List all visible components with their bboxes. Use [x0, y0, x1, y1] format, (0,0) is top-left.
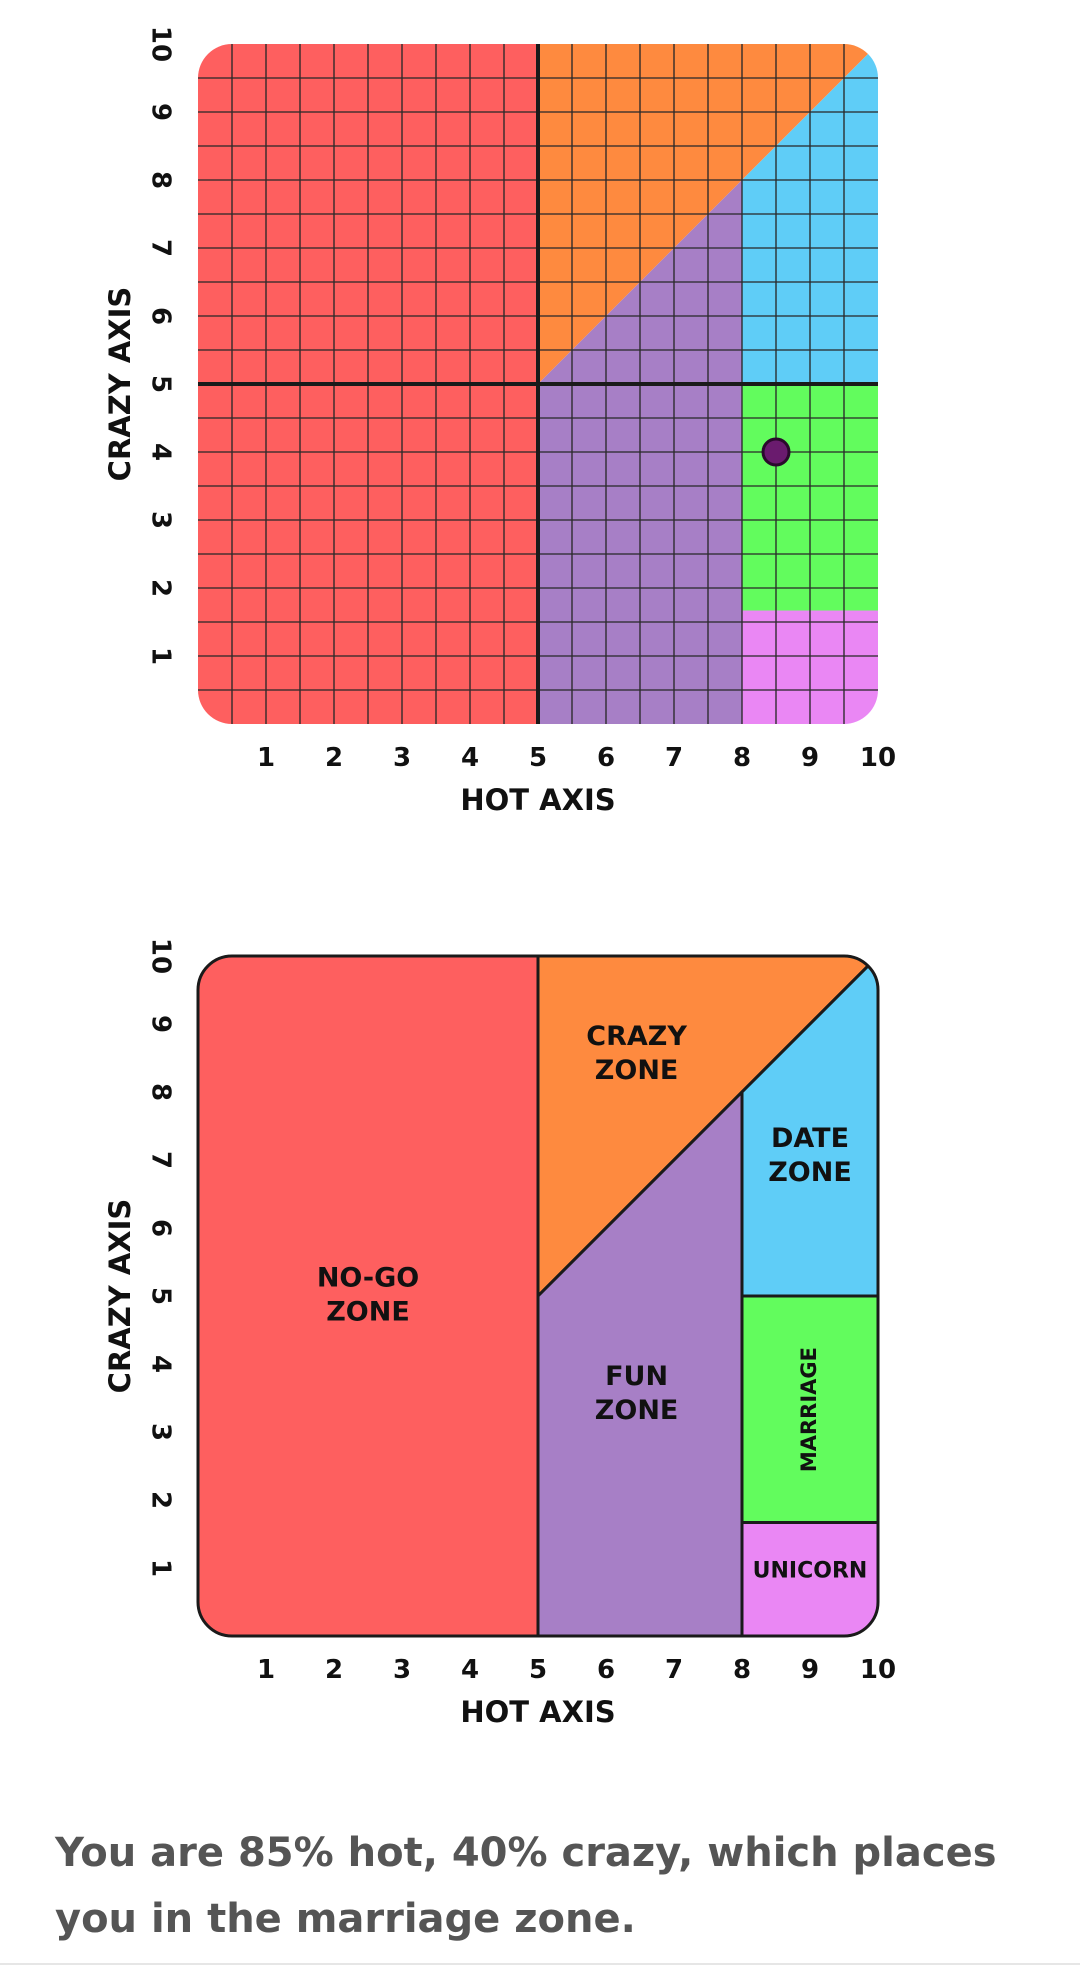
x-tick-label: 10	[860, 743, 896, 773]
crazy-zone-label: CRAZY	[586, 1021, 687, 1052]
x-tick-label: 7	[665, 1655, 683, 1685]
unicorn-zone-label: UNICORN	[753, 1558, 868, 1583]
x-tick-label: 5	[529, 1655, 547, 1685]
grid-chart-svg: 1 2 3 4 5 6 7 8 9 10 1 2 3 4 5 6 7 8 9 10 HOT AXIS CRAZY AXIS	[103, 26, 896, 817]
hot-crazy-grid-chart: 1 2 3 4 5 6 7 8 9 10 1 2 3 4 5 6 7 8 9 10 HOT AXIS CRAZY AXIS	[0, 0, 1080, 850]
plot-border	[196, 954, 880, 1638]
x-tick-label: 2	[325, 743, 343, 773]
fun-zone-label: FUN	[605, 1361, 668, 1392]
y-tick-label: 4	[146, 443, 176, 461]
y-tick-label: 6	[146, 1219, 176, 1237]
x-tick-label: 6	[597, 1655, 615, 1685]
x-tick-label: 4	[461, 743, 479, 773]
y-tick-label: 9	[146, 1015, 176, 1033]
x-tick-label: 3	[393, 743, 411, 773]
x-tick-label: 1	[257, 1655, 275, 1685]
x-tick-label: 9	[801, 743, 819, 773]
date-zone-label: DATE	[771, 1123, 849, 1154]
marriage-zone-label: MARRIAGE	[797, 1347, 821, 1472]
date-zone-label: ZONE	[768, 1157, 852, 1188]
data-point	[761, 437, 791, 467]
zones-group	[198, 956, 878, 1636]
x-tick-label: 1	[257, 743, 275, 773]
x-axis-label: HOT AXIS	[460, 783, 615, 817]
y-tick-label: 3	[146, 511, 176, 529]
y-tick-label: 3	[146, 1423, 176, 1441]
no-go-zone-label: ZONE	[326, 1297, 410, 1328]
y-tick-label: 5	[146, 375, 176, 393]
hot-crazy-zone-chart: NO-GO ZONE CRAZY ZONE FUN ZONE DATE ZONE MARRIAG…	[0, 912, 1080, 1762]
y-tick-label: 1	[146, 1559, 176, 1577]
y-tick-label: 2	[146, 579, 176, 597]
x-tick-label: 8	[733, 743, 751, 773]
x-tick-label: 8	[733, 1655, 751, 1685]
no-go-zone-label: NO-GO	[317, 1263, 419, 1294]
x-axis-label: HOT AXIS	[460, 1695, 615, 1729]
y-tick-label: 10	[146, 938, 176, 974]
fun-zone-label: ZONE	[595, 1395, 679, 1426]
result-text: You are 85% hot, 40% crazy, which places…	[55, 1830, 997, 1942]
zone-chart-svg: NO-GOZONECRAZYZONEFUNZONEDATEZONEMARRIAG…	[103, 938, 896, 1729]
y-tick-label: 6	[146, 307, 176, 325]
x-tick-label: 4	[461, 1655, 479, 1685]
divider	[0, 1963, 1080, 1965]
crazy-zone-label: ZONE	[595, 1055, 679, 1086]
y-tick-label: 10	[146, 26, 176, 62]
y-tick-label: 2	[146, 1491, 176, 1509]
y-tick-label: 7	[146, 239, 176, 257]
y-tick-label: 1	[146, 647, 176, 665]
y-tick-label: 8	[146, 171, 176, 189]
y-tick-label: 7	[146, 1151, 176, 1169]
y-tick-label: 8	[146, 1083, 176, 1101]
x-tick-label: 9	[801, 1655, 819, 1685]
x-tick-label: 2	[325, 1655, 343, 1685]
x-tick-label: 6	[597, 743, 615, 773]
y-axis-label: CRAZY AXIS	[103, 287, 137, 482]
y-tick-label: 5	[146, 1287, 176, 1305]
y-tick-label: 4	[146, 1355, 176, 1373]
unicorn-zone	[740, 1520, 878, 1636]
x-tick-label: 10	[860, 1655, 896, 1685]
no-go-zone	[198, 956, 540, 1636]
x-tick-label: 3	[393, 1655, 411, 1685]
x-tick-label: 7	[665, 743, 683, 773]
y-tick-label: 9	[146, 103, 176, 121]
x-tick-label: 5	[529, 743, 547, 773]
y-axis-label: CRAZY AXIS	[103, 1199, 137, 1394]
